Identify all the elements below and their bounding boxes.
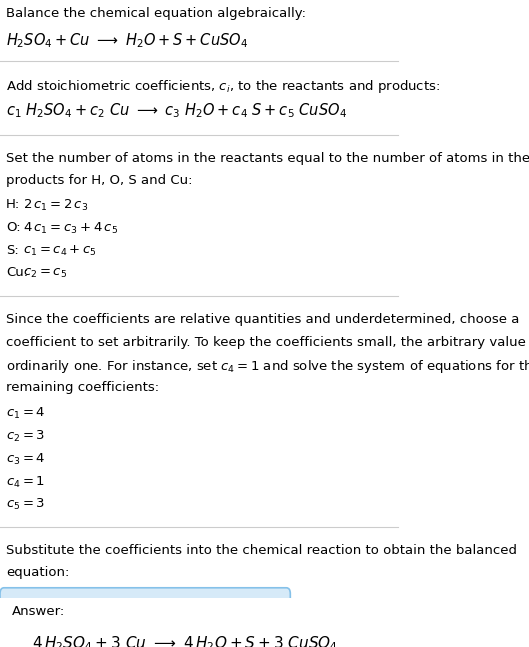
Text: Answer:: Answer: [12, 604, 65, 617]
Text: Cu:: Cu: [6, 267, 28, 280]
Text: $c_2 = 3$: $c_2 = 3$ [6, 429, 45, 444]
Text: Substitute the coefficients into the chemical reaction to obtain the balanced: Substitute the coefficients into the che… [6, 543, 517, 557]
FancyBboxPatch shape [0, 587, 290, 647]
Text: Balance the chemical equation algebraically:: Balance the chemical equation algebraica… [6, 7, 306, 20]
Text: $c_3 = 4$: $c_3 = 4$ [6, 452, 45, 467]
Text: $2\,c_1 = 2\,c_3$: $2\,c_1 = 2\,c_3$ [23, 198, 88, 214]
Text: O:: O: [6, 221, 21, 234]
Text: $4\,H_2SO_4 + 3\ Cu\ \longrightarrow\ 4\,H_2O + S + 3\ CuSO_4$: $4\,H_2SO_4 + 3\ Cu\ \longrightarrow\ 4\… [32, 635, 338, 647]
Text: products for H, O, S and Cu:: products for H, O, S and Cu: [6, 175, 193, 188]
Text: S:: S: [6, 244, 19, 257]
Text: $c_1\ H_2SO_4 + c_2\ Cu\ \longrightarrow\ c_3\ H_2O + c_4\ S + c_5\ CuSO_4$: $c_1\ H_2SO_4 + c_2\ Cu\ \longrightarrow… [6, 102, 347, 120]
Text: Add stoichiometric coefficients, $c_i$, to the reactants and products:: Add stoichiometric coefficients, $c_i$, … [6, 78, 440, 94]
Text: $c_4 = 1$: $c_4 = 1$ [6, 474, 45, 490]
Text: coefficient to set arbitrarily. To keep the coefficients small, the arbitrary va: coefficient to set arbitrarily. To keep … [6, 336, 529, 349]
Text: remaining coefficients:: remaining coefficients: [6, 381, 159, 394]
Text: H:: H: [6, 198, 20, 212]
Text: ordinarily one. For instance, set $c_4 = 1$ and solve the system of equations fo: ordinarily one. For instance, set $c_4 =… [6, 358, 529, 375]
Text: $c_5 = 3$: $c_5 = 3$ [6, 497, 45, 512]
Text: $H_2SO_4 + Cu\ \longrightarrow\ H_2O + S + CuSO_4$: $H_2SO_4 + Cu\ \longrightarrow\ H_2O + S… [6, 31, 248, 50]
Text: Set the number of atoms in the reactants equal to the number of atoms in the: Set the number of atoms in the reactants… [6, 151, 529, 165]
Text: $c_1 = c_4 + c_5$: $c_1 = c_4 + c_5$ [23, 244, 97, 258]
Text: $4\,c_1 = c_3 + 4\,c_5$: $4\,c_1 = c_3 + 4\,c_5$ [23, 221, 118, 236]
Text: $c_1 = 4$: $c_1 = 4$ [6, 406, 45, 421]
Text: equation:: equation: [6, 567, 69, 580]
Text: Since the coefficients are relative quantities and underdetermined, choose a: Since the coefficients are relative quan… [6, 313, 519, 326]
Text: $c_2 = c_5$: $c_2 = c_5$ [23, 267, 67, 280]
